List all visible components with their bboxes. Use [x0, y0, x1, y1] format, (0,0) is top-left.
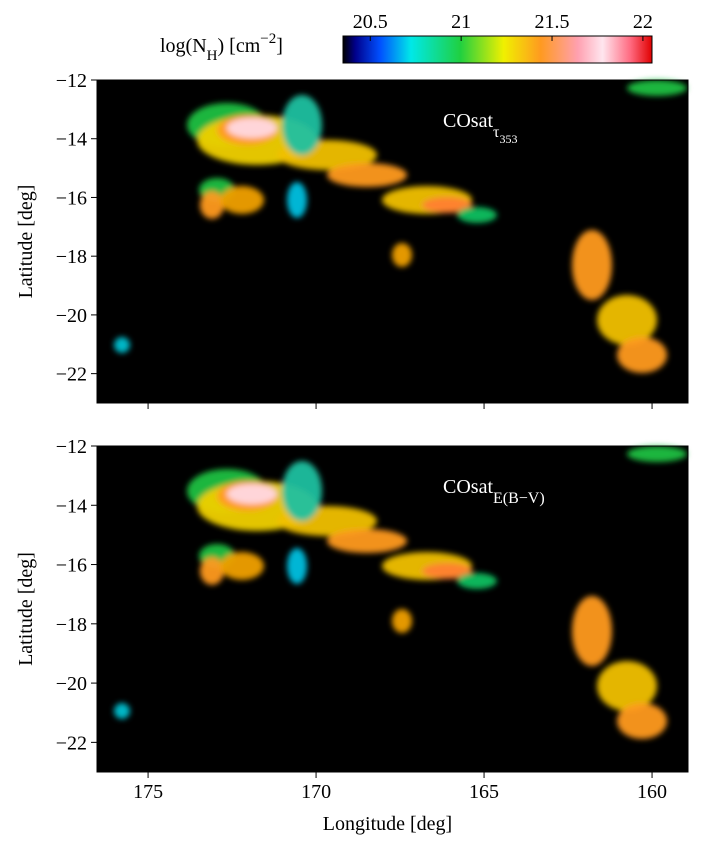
y-tick-label: −14 — [56, 129, 87, 151]
colorbar-label: log(NH) [cm−2] — [160, 31, 283, 64]
map-blob — [597, 295, 657, 345]
y-tick-label: −22 — [56, 732, 87, 754]
map-blob — [422, 563, 472, 579]
map-blob — [327, 163, 407, 187]
panel-annotation: COsatE(B−V) — [443, 476, 545, 507]
colorbar-tick-label: 20.5 — [353, 11, 388, 33]
map-blob — [617, 337, 667, 373]
map-blob — [287, 182, 307, 218]
map-blob — [392, 243, 412, 267]
y-axis-label: Latitude [deg] — [15, 185, 37, 299]
map-blob — [327, 529, 407, 553]
map-blob — [572, 596, 612, 666]
map-blob — [627, 446, 687, 462]
colorbar-label-part: ) [cm — [218, 35, 261, 57]
annotation-text: COsat — [443, 476, 493, 498]
map-blobs — [114, 446, 687, 739]
map-blobs — [114, 80, 687, 373]
y-tick-label: −18 — [56, 246, 87, 268]
y-tick-label: −22 — [56, 364, 87, 386]
map-blob — [617, 703, 667, 739]
y-axis-label: Latitude [deg] — [15, 552, 37, 666]
map-blob — [287, 548, 307, 584]
frame — [96, 79, 689, 404]
map-blob — [200, 557, 224, 585]
map-blob — [114, 703, 130, 719]
map-blob — [220, 186, 264, 214]
map-blob — [282, 95, 322, 155]
colorbar-tick-label: 21.5 — [535, 11, 570, 33]
map-blob — [457, 207, 497, 223]
x-tick-label: 160 — [637, 781, 667, 803]
y-tick-label: −16 — [56, 187, 87, 209]
annotation-text: COsat — [443, 110, 493, 132]
map-blob — [627, 80, 687, 96]
colorbar-tick-label: 22 — [633, 11, 653, 33]
y-tick-label: −18 — [56, 614, 87, 636]
colorbar-tick-label: 21 — [451, 11, 471, 33]
panel-annotation: COsatτ353 — [443, 110, 517, 146]
y-tick-label: −12 — [56, 436, 87, 458]
map-blob — [282, 461, 322, 521]
y-tick-label: −16 — [56, 555, 87, 577]
colorbar-label-part: ] — [276, 35, 283, 57]
annotation-subscript: E(B−V) — [493, 490, 545, 507]
colorbar-label-part: log(N — [160, 35, 207, 57]
x-tick-label: 175 — [133, 781, 163, 803]
x-tick-label: 165 — [469, 781, 499, 803]
map-blob — [227, 118, 277, 138]
colorbar-label-part: H — [207, 48, 218, 64]
x-axis-label: Longitude [deg] — [323, 813, 452, 835]
frame — [96, 445, 689, 773]
map-blob — [392, 609, 412, 633]
annotation-subsubscript: 353 — [499, 132, 517, 146]
map-blob — [422, 197, 472, 213]
map-blob — [114, 337, 130, 353]
colorbar-label-part: −2 — [260, 31, 276, 47]
annotation-subscript: τ — [493, 124, 500, 141]
map-blob — [227, 484, 277, 504]
map-blob — [572, 230, 612, 300]
map-blob — [597, 661, 657, 711]
map-blob — [457, 573, 497, 589]
y-tick-label: −12 — [56, 70, 87, 92]
map-blob — [200, 191, 224, 219]
y-tick-label: −20 — [56, 305, 87, 327]
colorbar — [342, 35, 653, 64]
y-tick-label: −14 — [56, 495, 87, 517]
x-tick-label: 170 — [301, 781, 331, 803]
y-tick-label: −20 — [56, 673, 87, 695]
map-blob — [220, 552, 264, 580]
